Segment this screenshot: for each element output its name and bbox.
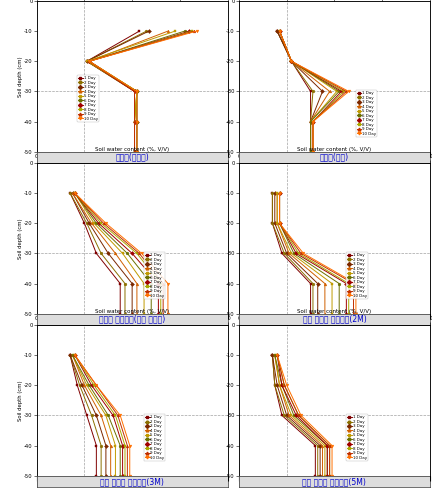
X-axis label: Soil water content (%, V/V): Soil water content (%, V/V) [95, 147, 169, 152]
X-axis label: Soil water content (%, V/V): Soil water content (%, V/V) [297, 309, 372, 314]
X-axis label: Soil water content (%, V/V): Soil water content (%, V/V) [297, 147, 372, 152]
Text: 무배수(대조구): 무배수(대조구) [115, 153, 149, 162]
Text: 왕거 충전형 낙속배수(5M): 왕거 충전형 낙속배수(5M) [302, 477, 366, 486]
Y-axis label: Soil depth (cm): Soil depth (cm) [18, 380, 22, 421]
Text: 왕거 충전형 낙속배수(3M): 왕거 충전형 낙속배수(3M) [100, 477, 164, 486]
Text: 무굴착 낙속배수(낙평 유공관): 무굴착 낙속배수(낙평 유공관) [99, 315, 165, 324]
Legend: 1 Day, 2 Day, 3 Day, 4 Day, 5 Day, 6 Day, 7 Day, 8 Day, 9 Day, 10 Day: 1 Day, 2 Day, 3 Day, 4 Day, 5 Day, 6 Day… [144, 252, 165, 299]
X-axis label: Soil water content (%, V/V): Soil water content (%, V/V) [95, 309, 169, 314]
Legend: 1 Day, 2 Day, 3 Day, 4 Day, 5 Day, 6 Day, 7 Day, 8 Day, 9 Day, 10 Day: 1 Day, 2 Day, 3 Day, 4 Day, 5 Day, 6 Day… [346, 414, 368, 461]
Y-axis label: Soil depth (cm): Soil depth (cm) [18, 218, 22, 259]
Legend: 1 Day, 2 Day, 3 Day, 4 Day, 5 Day, 6 Day, 7 Day, 8 Day, 9 Day, 10 Day: 1 Day, 2 Day, 3 Day, 4 Day, 5 Day, 6 Day… [144, 414, 165, 461]
Legend: 1 Day, 2 Day, 3 Day, 4 Day, 5 Day, 6 Day, 7 Day, 8 Day, 9 Day, 10 Day: 1 Day, 2 Day, 3 Day, 4 Day, 5 Day, 6 Day… [356, 90, 377, 137]
Legend: 1 Day, 2 Day, 3 Day, 4 Day, 5 Day, 6 Day, 7 Day, 8 Day, 9 Day, 10 Day: 1 Day, 2 Day, 3 Day, 4 Day, 5 Day, 6 Day… [346, 252, 368, 299]
Y-axis label: Soil depth (cm): Soil depth (cm) [18, 56, 22, 97]
Text: 왕거 충전형 낙속배수(2M): 왕거 충전형 낙속배수(2M) [302, 315, 366, 324]
Legend: 1 Day, 2 Day, 3 Day, 4 Day, 5 Day, 6 Day, 7 Day, 8 Day, 9 Day, 10 Day: 1 Day, 2 Day, 3 Day, 4 Day, 5 Day, 6 Day… [77, 75, 98, 122]
Text: 굴착식(관행): 굴착식(관행) [320, 153, 349, 162]
